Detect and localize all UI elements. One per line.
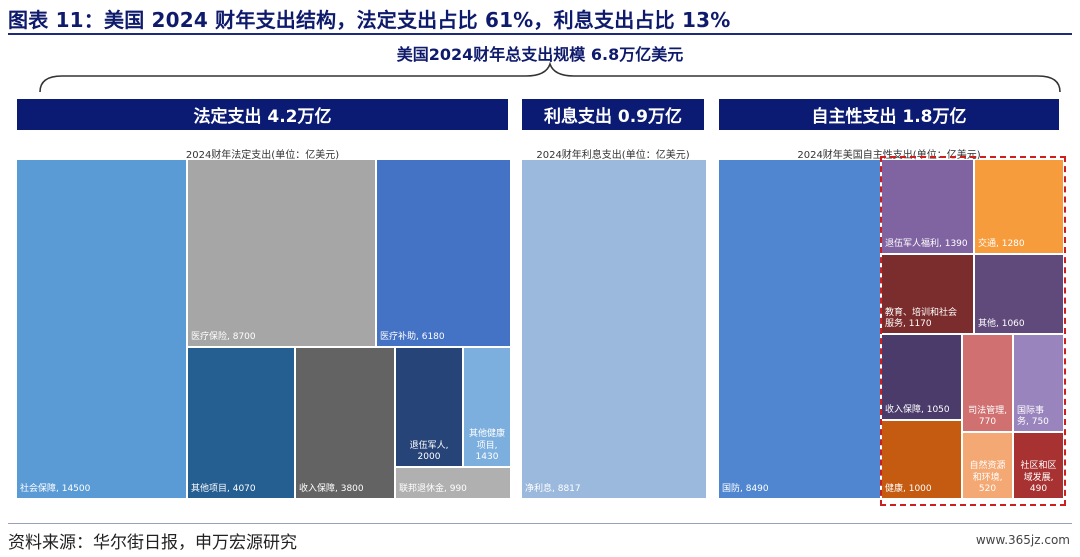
treemap-tile: 健康, 1000: [882, 421, 963, 500]
treemap-tile: 国防, 8490: [719, 160, 882, 500]
treemap-tile: 教育、培训和社会 服务, 1170: [882, 255, 975, 335]
treemap-tile: 收入保障, 1050: [882, 335, 963, 421]
mandatory-treemap: 社会保障, 14500 医疗保险, 8700 医疗补助, 6180 其他项目, 407…: [17, 160, 512, 500]
treemap-tile: 其他健康 项目, 1430: [464, 348, 512, 468]
highlight-box: [880, 156, 1066, 506]
interest-chart-title: 2024财年利息支出(单位：亿美元): [536, 150, 690, 161]
treemap-tile: 自然资源 和环境, 520: [963, 433, 1014, 500]
mandatory-banner: 法定支出 4.2万亿: [17, 99, 508, 130]
treemap-tile-label: 其他项目, 4070: [191, 483, 256, 494]
watermark: www.365jz.com: [975, 533, 1070, 547]
treemap-tile: 交通, 1280: [975, 160, 1065, 255]
treemap-tile-label: 司法管理, 770: [968, 405, 1007, 427]
treemap-tile-label: 自然资源 和环境, 520: [969, 461, 1006, 494]
mandatory-chart-title: 2024财年法定支出(单位：亿美元): [185, 150, 340, 161]
treemap-tile: 其他项目, 4070: [188, 348, 296, 500]
treemap-tile-label: 退伍军人福利, 1390: [885, 238, 968, 249]
curly-brace: [39, 62, 1061, 93]
interest-treemap: 净利息, 8817: [522, 160, 708, 500]
treemap-tile-label: 社区和区 域发展, 490: [1020, 461, 1057, 494]
treemap-tile-label: 净利息, 8817: [525, 483, 581, 494]
treemap-tile-label: 其他健康 项目, 1430: [468, 429, 505, 462]
treemap-tile: 退伍军人, 2000: [396, 348, 464, 468]
treemap-tile-label: 联邦退休金, 990: [399, 483, 467, 494]
title-divider: [8, 33, 1072, 35]
figure-title: 图表 11：美国 2024 财年支出结构，法定支出占比 61%，利息支出占比 1…: [8, 8, 731, 32]
treemap-tile-label: 其他, 1060: [978, 318, 1025, 329]
discretionary-chart-title: 2024财年美国自主性支出(单位：亿美元): [797, 150, 981, 161]
treemap-tile-label: 教育、培训和社会 服务, 1170: [885, 307, 958, 329]
treemap-tile: 退伍军人福利, 1390: [882, 160, 975, 255]
treemap-tile-label: 医疗补助, 6180: [380, 331, 445, 342]
treemap-tile-label: 社会保障, 14500: [20, 483, 91, 494]
interest-banner: 利息支出 0.9万亿: [522, 99, 704, 130]
treemap-tile-label: 国防, 8490: [722, 483, 769, 494]
treemap-tile-label: 收入保障, 1050: [885, 404, 950, 415]
treemap-tile-label: 交通, 1280: [978, 238, 1025, 249]
treemap-tile: 国际事 务, 750: [1014, 335, 1065, 433]
treemap-tile: 医疗保险, 8700: [188, 160, 377, 348]
discretionary-banner: 自主性支出 1.8万亿: [719, 99, 1059, 130]
total-spending-label: 美国2024财年总支出规模 6.8万亿美元: [396, 45, 684, 64]
treemap-tile-label: 收入保障, 3800: [299, 483, 364, 494]
footer-divider: [8, 523, 1072, 524]
treemap-tile-label: 退伍军人, 2000: [409, 440, 449, 462]
treemap-tile-label: 国际事 务, 750: [1017, 405, 1049, 427]
treemap-tile: 净利息, 8817: [522, 160, 708, 500]
treemap-tile: 联邦退休金, 990: [396, 468, 512, 500]
treemap-tile: 医疗补助, 6180: [377, 160, 512, 348]
treemap-tile-label: 健康, 1000: [885, 483, 932, 494]
treemap-tile: 收入保障, 3800: [296, 348, 396, 500]
source-note: 资料来源：华尔街日报，申万宏源研究: [8, 533, 297, 553]
treemap-tile: 社会保障, 14500: [17, 160, 188, 500]
treemap-tile: 司法管理, 770: [963, 335, 1014, 433]
treemap-tile-label: 医疗保险, 8700: [191, 331, 256, 342]
